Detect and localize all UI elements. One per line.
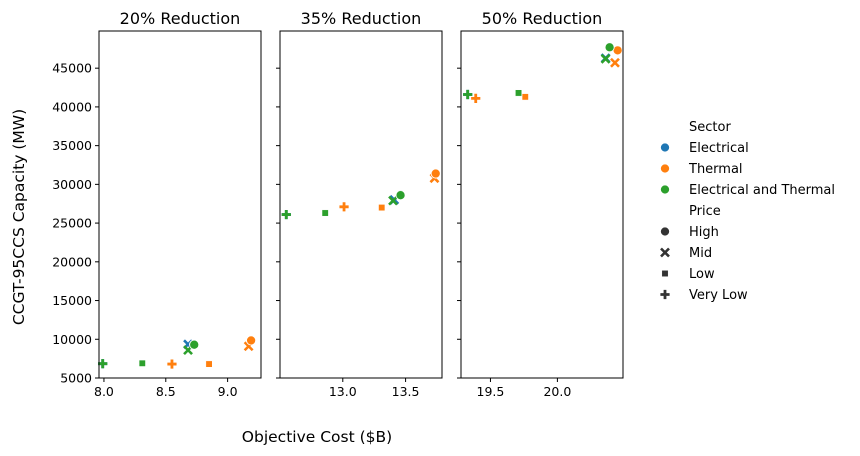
axes-frame <box>460 30 624 379</box>
data-point-thermal-very-low <box>167 359 177 369</box>
legend-label-high: High <box>689 225 719 240</box>
panel-title: 35% Reduction <box>301 9 422 28</box>
panel-50-reduction: 50% Reduction 19.5 20.0 <box>457 9 624 399</box>
legend-swatch-electrical <box>659 142 671 153</box>
legend-label-thermal: Thermal <box>688 162 743 177</box>
y-tick-label: 10000 <box>52 332 92 347</box>
data-point-electrical-and-thermal-high <box>189 339 200 350</box>
panel-35-reduction: 35% Reduction 13.0 13.5 <box>276 9 443 399</box>
legend-swatch-thermal <box>659 163 671 174</box>
legend-swatch-electrical-and-thermal <box>659 184 671 195</box>
legend-label-low: Low <box>689 267 715 282</box>
y-tick-label: 35000 <box>52 138 92 153</box>
legend-marker-mid <box>660 247 670 258</box>
chart-panels: 20% Reduction 5000 10000 15000 20000 25000 300… <box>52 9 624 399</box>
legend-marker-low <box>661 270 669 277</box>
y-tick-label: 20000 <box>52 254 92 269</box>
data-point-thermal-very-low <box>471 93 481 103</box>
data-point-electrical-and-thermal-high <box>604 42 615 53</box>
legend-label-electrical-and-thermal: Electrical and Thermal <box>689 183 835 198</box>
legend-price-title: Price <box>689 204 721 219</box>
data-point-electrical-and-thermal-very-low <box>463 89 473 100</box>
legend-sector-title: Sector <box>689 120 731 135</box>
axes-frame <box>279 30 443 379</box>
data-point-thermal-low <box>378 204 386 212</box>
data-point-thermal-high <box>246 335 257 346</box>
data-point-electrical-and-thermal-low <box>515 89 523 97</box>
panel-20-reduction: 20% Reduction 5000 10000 15000 20000 25000 300… <box>52 9 262 399</box>
x-axis-label: Objective Cost ($B) <box>242 428 392 446</box>
data-point-electrical-and-thermal-low <box>138 359 146 367</box>
data-point-thermal-low <box>521 93 529 101</box>
x-tick-label: 13.0 <box>329 384 357 399</box>
data-point-thermal-mid <box>610 57 620 68</box>
data-point-electrical-and-thermal-mid <box>388 195 398 206</box>
x-tick-label: 9.0 <box>218 384 238 399</box>
y-tick-label: 15000 <box>52 293 92 308</box>
x-tick-label: 8.5 <box>156 384 176 399</box>
data-point-thermal-high <box>430 168 441 179</box>
y-axis-label: CCGT-95CCS Capacity (MW) <box>10 109 28 325</box>
data-point-electrical-and-thermal-very-low <box>98 359 108 369</box>
panel-title: 20% Reduction <box>120 9 241 28</box>
legend-label-electrical: Electrical <box>689 141 749 156</box>
legend-label-very-low: Very Low <box>689 288 748 303</box>
legend-marker-very-low <box>660 289 670 300</box>
legend-label-mid: Mid <box>689 246 712 261</box>
x-tick-label: 13.5 <box>392 384 420 399</box>
data-point-electrical-and-thermal-very-low <box>281 209 291 220</box>
legend-marker-high <box>659 226 671 237</box>
y-tick-label: 45000 <box>52 61 92 76</box>
x-tick-label: 20.0 <box>543 384 571 399</box>
data-point-electrical-and-thermal-high <box>395 190 406 201</box>
x-tick-label: 8.0 <box>94 384 114 399</box>
legend: Sector Electrical Thermal Electrical and Th… <box>659 120 835 303</box>
x-tick-label: 19.5 <box>477 384 505 399</box>
panel-title: 50% Reduction <box>482 9 603 28</box>
axes-frame <box>98 30 262 379</box>
y-tick-label: 30000 <box>52 177 92 192</box>
y-tick-label: 5000 <box>60 371 92 386</box>
data-point-thermal-very-low <box>339 202 349 212</box>
y-tick-label: 25000 <box>52 216 92 231</box>
data-point-thermal-low <box>205 360 213 368</box>
y-tick-label: 40000 <box>52 99 92 114</box>
data-point-electrical-and-thermal-mid <box>600 53 611 64</box>
data-point-electrical-and-thermal-low <box>321 209 329 217</box>
